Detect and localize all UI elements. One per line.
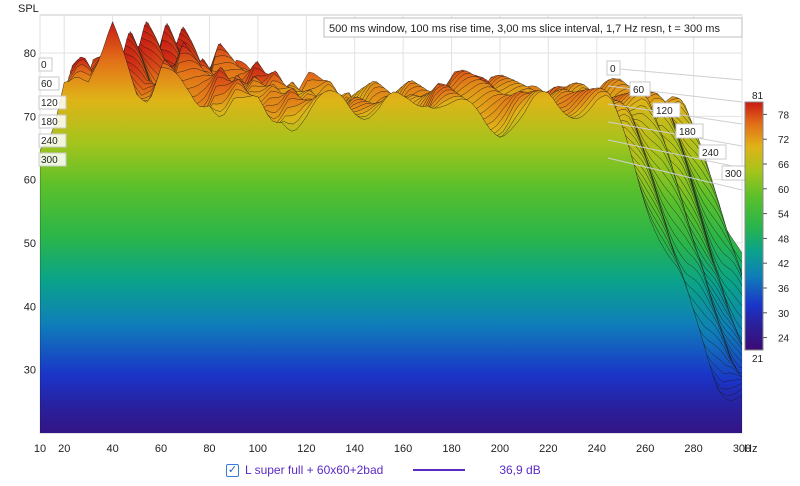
y-tick-labels: 30 40 50 60 70 80 [24,48,36,377]
colorbar-tick-label: 66 [778,160,790,171]
legend-label: L super full + 60x60+2bad [245,463,384,477]
legend[interactable]: ✓ L super full + 60x60+2bad 36,9 dB [226,461,541,479]
time-tick-box-left [38,133,67,148]
time-gridline [607,67,743,81]
time-tick-box [652,102,681,118]
colorbar-tick-label: 78 [778,110,790,121]
time-tick-label: 0 [610,64,616,75]
time-tick-label-left: 120 [41,98,58,109]
time-tick-box [675,123,704,139]
x-tick-label: 280 [684,443,702,455]
x-tick-labels: 10 20 40 60 80 100 120 140 160 180 200 220 240 260 280… [34,443,751,455]
colorbar-tick-label: 36 [778,284,790,295]
time-tick-label-left: 0 [41,60,47,71]
time-tick-label: 120 [656,106,673,117]
info-box [323,17,743,38]
colorbar-tick-label: 42 [778,259,790,270]
time-gridline [607,157,743,191]
colorbar-fill [744,101,764,351]
x-tick-label: 140 [346,443,364,455]
colorbar-tick-label: 72 [778,135,790,146]
colorbar-max: 81 [752,91,764,102]
colorbar-tick-label: 54 [778,210,790,221]
y-tick-label: 30 [24,365,36,377]
x-tick-label: 300 [733,443,751,455]
time-tick-box [629,81,651,97]
time-tick-label-left: 240 [41,136,58,147]
y-tick-label: 70 [24,111,36,123]
x-tick-label: 260 [636,443,654,455]
time-tick-box-left [38,76,60,91]
time-tick-box [606,60,621,76]
time-tick-box-left [38,114,67,129]
x-tick-label: 100 [249,443,267,455]
colorbar-tick-label: 60 [778,185,790,196]
x-tick-label: 160 [394,443,412,455]
check-icon: ✓ [227,463,238,476]
colorbar-min: 21 [752,354,764,365]
time-tick-box-left [38,57,53,72]
colorbar-tick-label: 24 [778,334,790,345]
x-tick-label: 10 [34,443,46,455]
x-tick-label: 40 [106,443,118,455]
x-tick-label: 220 [539,443,557,455]
y-tick-label: 40 [24,301,36,313]
info-text: 500 ms window, 100 ms rise time, 3,00 ms… [329,23,720,35]
colorbar-ticks: 24 30 36 42 48 54 60 66 72 78 [763,110,790,345]
x-axis-unit: Hz [744,443,757,455]
time-gridline [607,139,743,169]
time-tick-label-left: 300 [41,155,58,166]
time-tick-label-left: 60 [41,79,53,90]
colorbar-tick-label: 48 [778,234,790,245]
y-tick-label: 80 [24,48,36,60]
time-tick-label: 60 [633,85,645,96]
time-axis: 0 0 60 60 120 120 180 180 240 240 300 300 [38,57,750,191]
x-tick-label: 180 [442,443,460,455]
x-tick-label: 60 [155,443,167,455]
legend-checkbox[interactable]: ✓ [226,463,239,477]
legend-value: 36,9 dB [499,463,541,477]
waterfall-surface [40,20,742,433]
time-tick-box-left [38,152,67,167]
legend-swatch [413,469,466,471]
x-tick-label: 80 [203,443,215,455]
time-tick-label-left: 180 [41,117,58,128]
time-tick-label: 240 [702,148,719,159]
time-tick-label: 180 [679,127,696,138]
x-tick-label: 240 [588,443,606,455]
time-tick-label: 300 [725,169,742,180]
y-axis-label: SPL [18,3,39,15]
colorbar: 81 21 [744,91,764,365]
x-tick-label: 200 [491,443,509,455]
colorbar-tick-label: 30 [778,309,790,320]
time-tick-box-left [38,95,67,110]
y-tick-label: 50 [24,238,36,250]
x-tick-label: 120 [297,443,315,455]
time-tick-box [698,144,727,160]
time-gridline [607,121,743,147]
y-tick-label: 60 [24,175,36,187]
x-tick-label: 20 [58,443,70,455]
waterfall-slice [40,21,742,433]
